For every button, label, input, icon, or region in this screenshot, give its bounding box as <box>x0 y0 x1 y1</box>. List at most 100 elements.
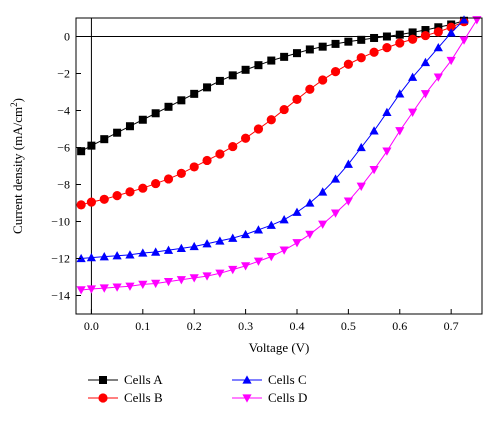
data-point <box>292 49 301 58</box>
data-point <box>112 191 122 201</box>
data-point <box>112 251 122 260</box>
data-point <box>343 159 353 168</box>
y-axis-title: Current density (mA/cm2) <box>9 98 25 234</box>
plot-frame <box>75 17 483 315</box>
legend: Cells A Cells B Cells C Cells D <box>88 372 307 405</box>
data-point <box>356 53 366 63</box>
data-point <box>395 30 404 39</box>
data-point <box>318 220 328 229</box>
data-point <box>228 71 237 80</box>
data-point <box>240 133 251 143</box>
data-point <box>434 23 443 32</box>
data-point <box>343 197 353 206</box>
data-point <box>279 215 289 224</box>
x-tick-label: 0.6 <box>392 319 407 333</box>
data-point <box>408 108 418 117</box>
data-point <box>177 96 186 105</box>
legend-marker <box>98 393 108 403</box>
data-point <box>408 72 418 81</box>
data-point <box>459 15 469 24</box>
data-point <box>279 104 289 115</box>
y-tick-label: −8 <box>57 178 70 192</box>
legend-marker <box>242 394 252 403</box>
legend-marker <box>99 376 107 384</box>
y-tick-label: −14 <box>51 289 70 303</box>
data-point <box>240 262 251 271</box>
data-point <box>203 83 212 92</box>
x-tick-label: 0.1 <box>135 319 150 333</box>
data-point <box>164 102 173 111</box>
data-point <box>190 89 199 98</box>
series-line <box>81 19 465 259</box>
axis-ticks: 0.0 0.1 0.2 0.3 0.4 0.5 0.6 0.7 0 −2 −4 −6 −8 −10 −12 −… <box>51 30 458 334</box>
data-point <box>305 198 315 207</box>
data-point <box>189 274 199 283</box>
x-tick-label: 0.5 <box>341 319 356 333</box>
legend-marker <box>242 375 252 384</box>
data-point <box>356 142 366 152</box>
data-point <box>253 257 264 266</box>
data-point <box>305 84 315 94</box>
data-point <box>99 194 109 204</box>
x-axis-title: Voltage (V) <box>249 340 310 355</box>
data-point <box>125 122 134 131</box>
data-point <box>253 124 264 134</box>
x-tick-label: 0.3 <box>238 319 253 333</box>
data-point <box>330 67 341 77</box>
data-point <box>100 135 109 144</box>
data-point <box>138 183 148 193</box>
x-tick-label: 0.0 <box>84 319 99 333</box>
data-point <box>330 174 341 183</box>
y-tick-label: −4 <box>57 104 70 118</box>
data-point <box>433 73 443 82</box>
data-point <box>459 36 469 45</box>
data-point <box>420 30 431 41</box>
data-point <box>76 253 86 263</box>
data-point <box>254 61 263 70</box>
data-point <box>357 35 366 44</box>
data-point <box>151 109 160 118</box>
data-point <box>76 200 86 210</box>
data-point <box>138 115 147 124</box>
data-point <box>138 248 148 257</box>
data-point <box>420 90 431 99</box>
data-point <box>446 22 456 32</box>
x-tick-label: 0.4 <box>289 319 304 333</box>
x-tick-label: 0.2 <box>187 319 202 333</box>
series-line <box>80 20 465 152</box>
data-point <box>356 182 366 191</box>
data-point <box>202 272 212 281</box>
data-point <box>446 56 456 66</box>
data-point <box>382 43 392 53</box>
legend-label: Cells B <box>124 390 163 405</box>
data-point <box>113 128 122 137</box>
data-point <box>253 225 264 234</box>
data-point <box>318 75 328 85</box>
data-point <box>163 245 174 254</box>
data-point <box>189 162 199 172</box>
data-point <box>176 168 186 178</box>
legend-label: Cells D <box>268 390 307 405</box>
legend-item: Cells D <box>232 390 307 405</box>
series-4 <box>76 16 482 295</box>
data-point <box>189 241 199 251</box>
x-tick-label: 0.7 <box>444 319 459 333</box>
data-point <box>99 252 109 261</box>
data-point <box>151 178 161 189</box>
y-axis-title-end: ) <box>10 98 25 102</box>
data-point <box>318 42 327 51</box>
data-point <box>280 52 289 61</box>
data-point <box>420 57 431 67</box>
data-point <box>215 149 225 159</box>
legend-item: Cells B <box>88 390 163 405</box>
series-layer <box>76 15 482 295</box>
data-point <box>215 236 225 245</box>
data-point <box>266 115 276 125</box>
data-point <box>125 187 135 197</box>
data-point <box>163 277 174 287</box>
y-tick-label: −2 <box>57 67 70 81</box>
data-point <box>138 280 148 289</box>
data-point <box>86 252 97 262</box>
data-point <box>433 43 443 52</box>
